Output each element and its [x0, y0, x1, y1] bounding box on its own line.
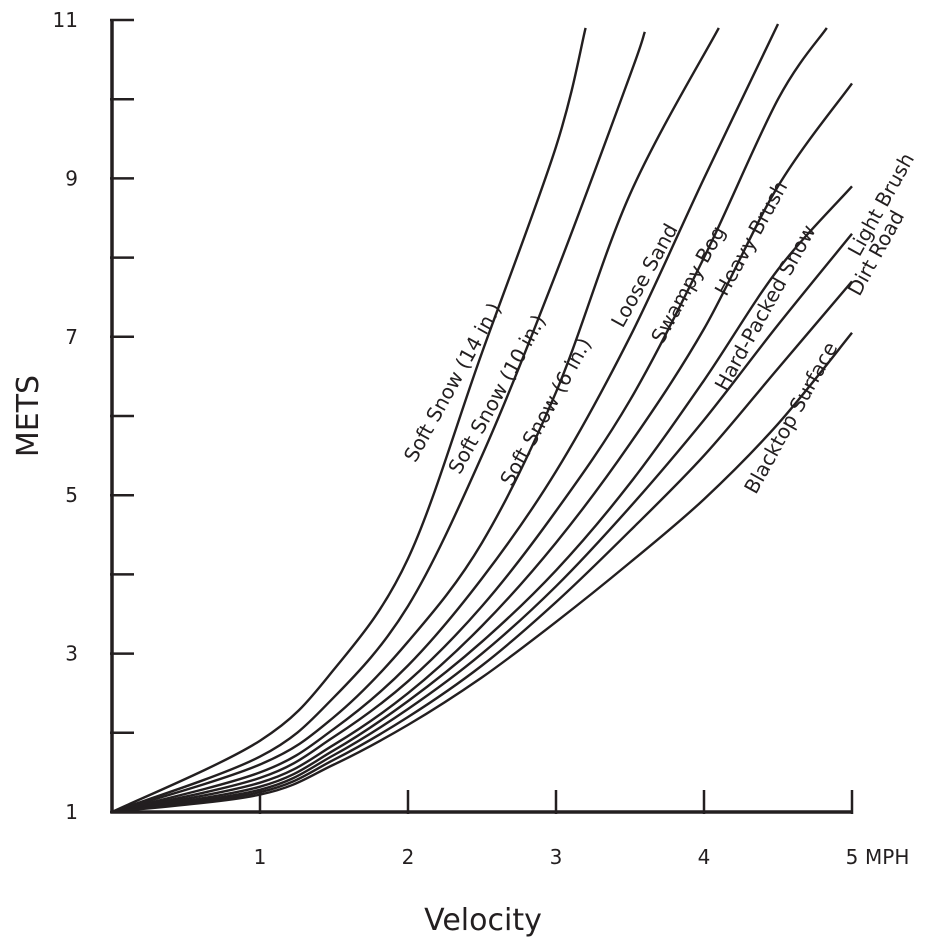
- y-tick-group: 1 3 5 7 9 11: [53, 8, 134, 824]
- curve-blacktop-surface: [111, 332, 853, 814]
- curve-soft-snow-6-in: [111, 27, 720, 814]
- x-unit-label: MPH: [865, 845, 909, 869]
- curve-heavy-brush: [111, 82, 853, 814]
- y-tick-label-7: 7: [65, 325, 78, 349]
- x-tick-label-1: 1: [254, 845, 267, 869]
- x-tick-label-3: 3: [550, 845, 563, 869]
- curve-loose-sand: [111, 23, 780, 814]
- y-tick-label-11: 11: [53, 8, 78, 32]
- x-tick-group: 1 2 3 4 5: [254, 790, 859, 869]
- y-tick-label-5: 5: [65, 483, 78, 507]
- x-tick-label-5: 5: [846, 845, 859, 869]
- x-tick-label-2: 2: [402, 845, 415, 869]
- curve-group: [111, 23, 853, 814]
- y-axis-title: METS: [11, 375, 46, 457]
- y-tick-label-9: 9: [65, 166, 78, 190]
- curve-hard-packed-snow: [111, 185, 853, 814]
- curve-soft-snow-14-in: [111, 27, 587, 814]
- curve-label-blacktop-surface: Blacktop Surface: [739, 338, 842, 498]
- x-axis-title: Velocity: [424, 903, 542, 938]
- curve-swampy-bog: [111, 27, 828, 814]
- curve-light-brush: [111, 233, 853, 814]
- x-tick-label-4: 4: [698, 845, 711, 869]
- y-tick-label-1: 1: [65, 800, 78, 824]
- y-tick-label-3: 3: [65, 642, 78, 666]
- curve-dirt-road: [111, 280, 853, 814]
- curve-soft-snow-10-in: [111, 31, 646, 814]
